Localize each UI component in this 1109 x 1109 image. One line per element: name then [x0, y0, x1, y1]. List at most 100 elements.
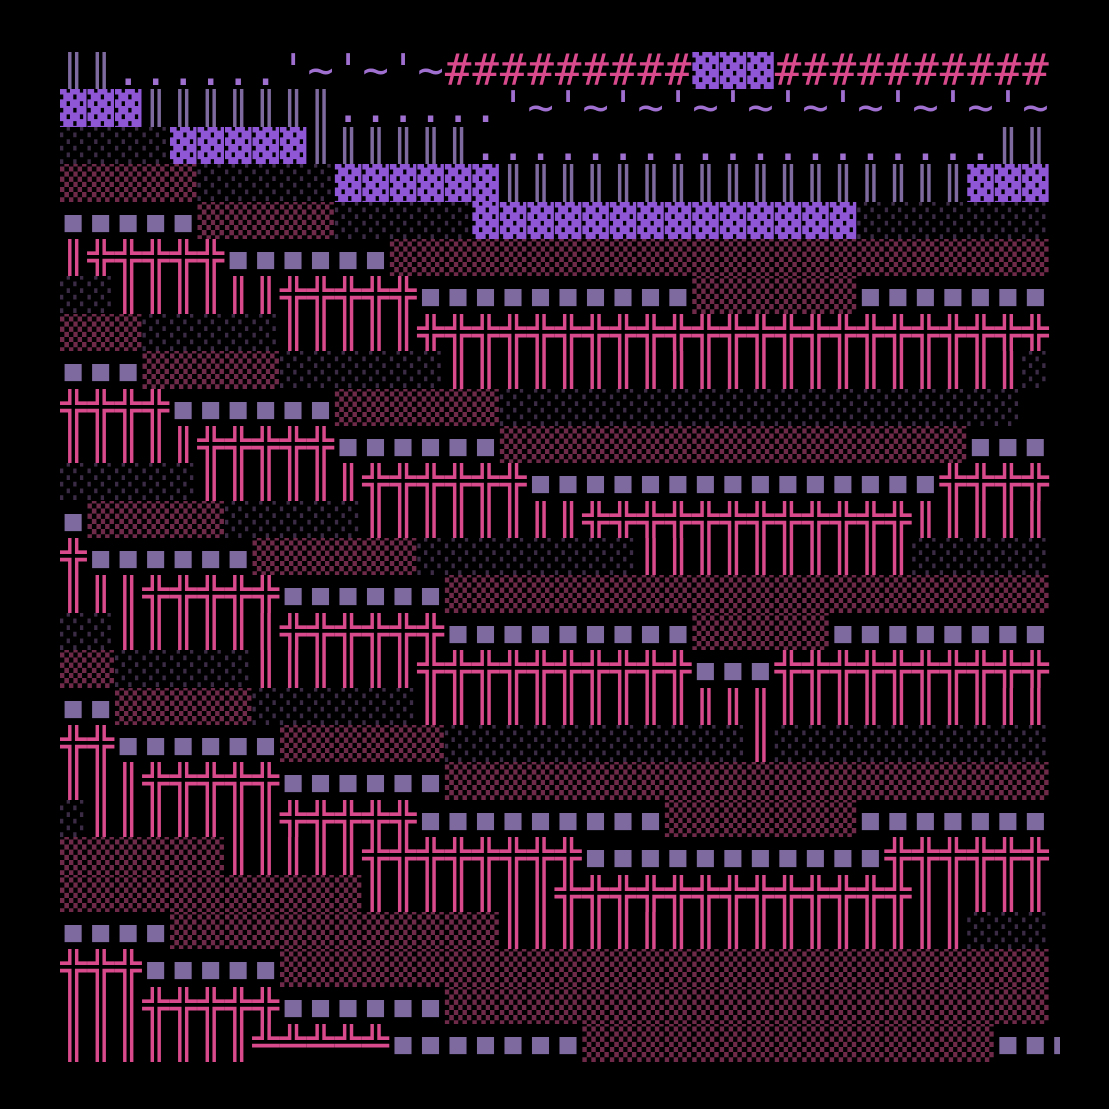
art-row: ░░░░▓▓▓▓▓║║║║║║...................║║ — [60, 127, 1060, 164]
glyph-run: ║║║║║ — [912, 500, 1050, 539]
glyph-run: ▪▪▪▪▪ — [60, 201, 198, 239]
glyph-run: ▪▪▪▪▪▪ — [114, 725, 280, 763]
glyph-run: ║║║║║║ — [307, 126, 473, 165]
glyph-run: ░░░░░ — [224, 500, 363, 539]
glyph-run: ░░ — [60, 612, 115, 651]
glyph-run: ▪▪ — [60, 687, 115, 726]
glyph-run: ▓▓▓▓▓▓▓▓▓▓▓▓▓▓ — [472, 201, 858, 239]
glyph-run: ░░░░░ — [60, 463, 198, 501]
glyph-run: ║║║ — [60, 762, 143, 800]
glyph-run: ▒▒▒▒▒ — [692, 612, 830, 651]
glyph-run: ...... — [114, 52, 280, 90]
art-row: ╬╬╬▪▪▪▪▪▒▒▒▒▒▒▒▒▒▒▒▒▒▒▒▒▒▒▒▒▒▒▒▒▒▒▒▒ — [60, 949, 1060, 986]
glyph-run: ░░░░░ — [142, 313, 280, 352]
glyph-run: ║║ — [994, 126, 1050, 165]
glyph-run: ▒▒▒▒▒▒ — [334, 388, 500, 426]
glyph-run: ╬╬╬╬╬ — [197, 425, 335, 464]
art-row: ░░░░░║║║║║║╬╬╬╬╬╬▪▪▪▪▪▪▪▪▪▪▪▪▪▪▪╬╬╬╬ — [60, 463, 1060, 500]
glyph-run: ▪▪▪ — [692, 650, 775, 688]
glyph-run: ║║║║║║║║║║║║║║║║║║║║║║║ — [417, 687, 1050, 726]
glyph-run: ╬╬╬╬╬╬ — [279, 612, 445, 651]
glyph-run: ╬╬╬╬╬╬ — [362, 463, 528, 501]
glyph-run: ▒▒▒▒▒▒ — [692, 276, 858, 314]
glyph-run: ░░░░░░░░ — [417, 538, 638, 576]
glyph-run: ▪▪▪▪▪ — [142, 949, 280, 987]
glyph-run: ▒▒▒▒▒▒ — [252, 538, 418, 576]
glyph-run: ▪▪▪▪▪▪▪▪ — [829, 612, 1050, 651]
glyph-run: ▪▪▪▪▪▪ — [169, 388, 335, 426]
glyph-run: ▒▒▒▒▒▒▒▒▒▒▒ — [60, 874, 363, 912]
glyph-run: ╩╩╩╩╩ — [252, 1024, 390, 1062]
glyph-run: ║ — [60, 238, 88, 277]
glyph-run: ║║║║║║║║ — [362, 500, 583, 539]
glyph-run: ║║║║║║ — [114, 612, 280, 651]
glyph-run: ▪▪▪▪▪▪▪▪▪▪▪▪▪▪▪ — [527, 463, 940, 501]
art-row: ░║║║║║║║╬╬╬╬╬▪▪▪▪▪▪▪▪▪▒▒▒▒▒▒▒▪▪▪▪▪▪▪ — [60, 800, 1060, 837]
glyph-run: ▒▒▒▒▒▒▒▒▒▒▒▒▒▒▒▒▒▒▒▒▒▒▒▒ — [389, 238, 1050, 277]
art-row: ║║║╬╬╬╬╬▪▪▪▪▪▪▒▒▒▒▒▒▒▒▒▒▒▒▒▒▒▒▒▒▒▒▒▒ — [60, 762, 1060, 799]
glyph-run: ▪▪▪▪▪▪ — [87, 538, 253, 576]
glyph-run: ░ — [60, 799, 88, 838]
glyph-run: ▓▓▓ — [692, 52, 775, 90]
glyph-run: ╬╬ — [60, 725, 115, 763]
glyph-run: ░░░░░░░ — [857, 201, 1050, 239]
art-row: ▒▒▒▒▒▒║║║║║╬╬╬╬╬╬╬╬▪▪▪▪▪▪▪▪▪▪▪╬╬╬╬╬╬ — [60, 837, 1060, 874]
glyph-run: ▪▪▪▪▪▪▪▪▪▪▪ — [582, 837, 885, 875]
art-row: ▒▒▒░░░░░║║║║║╬╬╬╬╬╬╬╬╬╬╬╬╬╬╬╬╬╬╬╬╬╬╬ — [60, 314, 1060, 351]
glyph-run: ║║║║║║║ — [87, 799, 280, 838]
glyph-run: ▒▒▒▒▒▒▒▒▒▒▒▒▒▒▒▒▒▒▒▒▒▒ — [444, 986, 1050, 1025]
glyph-run: ╬╬╬╬╬╬╬╬╬╬ — [417, 650, 693, 688]
glyph-run: ▒▒ — [60, 650, 115, 688]
glyph-run: ║║║║║║║ — [362, 874, 555, 912]
glyph-run: ║║║║║║║║║║║║║║║║║║║║║ — [444, 351, 1023, 389]
glyph-run: ║║║║║║║║║║║║║║║║║ — [499, 911, 968, 950]
art-row: ║║║╬╬╬╬╬▪▪▪▪▪▪▒▒▒▒▒▒▒▒▒▒▒▒▒▒▒▒▒▒▒▒▒▒ — [60, 987, 1060, 1024]
glyph-run: ▒▒▒ — [60, 313, 143, 352]
glyph-run: ▒▒▒▒▒▒▒▒▒▒▒▒▒▒▒▒▒▒▒▒▒▒ — [444, 762, 1050, 800]
glyph-run: ########## — [774, 52, 1050, 90]
glyph-run: ░░░ — [967, 911, 1050, 950]
glyph-run: ▒▒▒▒▒ — [142, 351, 280, 389]
glyph-run: ╬ — [60, 538, 88, 576]
glyph-run: ║║║║║ — [224, 837, 363, 875]
glyph-run: ║║ — [60, 52, 115, 90]
glyph-run: ║║║║║ — [60, 425, 198, 464]
art-row: ▪▪▪▪▒▒▒▒▒▒▒▒▒▒▒▒║║║║║║║║║║║║║║║║║░░░ — [60, 912, 1060, 949]
glyph-run: ║║║║║ — [279, 313, 418, 352]
glyph-run: ▒▒▒▒▒▒▒▒▒▒▒▒▒▒▒ — [582, 1024, 995, 1062]
glyph-run: ...... — [334, 89, 500, 127]
glyph-run: ▒▒▒▒▒ — [197, 201, 335, 239]
glyph-run: ▪▪▪▪▪▪ — [224, 238, 390, 277]
art-row: ▪▪▒▒▒▒▒░░░░░░║║║║║║║║║║║║║║║║║║║║║║║ — [60, 688, 1060, 725]
glyph-run: ║║║║║║║ — [60, 1024, 253, 1062]
art-row: ╬╬╬╬▪▪▪▪▪▪▒▒▒▒▒▒░░░░░░░░░░░░░░░░░░░ — [60, 389, 1060, 426]
glyph-run: ░░░░░ — [197, 164, 335, 202]
glyph-run: ▪▪▪▪▪▪ — [334, 425, 500, 464]
glyph-run: ║║║║║║║║║║║║║║║║║ — [499, 164, 968, 202]
glyph-run: ░ — [1022, 351, 1050, 389]
glyph-run: ╬╬╬╬╬ — [142, 575, 280, 613]
glyph-run: ######### — [444, 52, 693, 90]
glyph-run: ▒▒▒▒▒ — [114, 687, 253, 726]
glyph-run: ║║║║║║ — [252, 650, 418, 688]
glyph-run: ║║║║║║ — [197, 463, 363, 501]
glyph-run: ╬╬╬╬╬╬ — [884, 837, 1050, 875]
glyph-run: ▪▪▪▪ — [994, 1024, 1060, 1062]
glyph-run: ╬╬╬╬╬ — [279, 799, 418, 838]
glyph-run: ▪▪▪▪▪▪▪▪▪ — [444, 612, 693, 651]
ascii-art: ║║......'~'~'~#########▓▓▓########## ▓▓▓║… — [60, 52, 1060, 1062]
art-row: ╬▪▪▪▪▪▪▒▒▒▒▒▒░░░░░░░░║║║║║║║║║║░░░░░ — [60, 538, 1060, 575]
glyph-run: ░░░░ — [60, 126, 170, 165]
glyph-run: ╬╬╬╬╬╬╬╬ — [362, 837, 583, 875]
art-row: ▒▒░░░░░║║║║║║╬╬╬╬╬╬╬╬╬╬▪▪▪╬╬╬╬╬╬╬╬╬╬ — [60, 650, 1060, 687]
glyph-run: ░░░░░░░░░░░░░░░░░░░ — [499, 388, 1023, 426]
glyph-run: ▪▪▪▪▪▪ — [279, 575, 445, 613]
art-row: ▪▒▒▒▒▒░░░░░║║║║║║║║╬╬╬╬╬╬╬╬╬╬╬╬║║║║║ — [60, 501, 1060, 538]
glyph-run: ░░░░░ — [912, 538, 1050, 576]
glyph-run: ▒▒▒▒▒▒ — [279, 725, 445, 763]
glyph-run: ╬╬╬╬╬╬╬╬╬╬╬╬ — [582, 500, 913, 539]
glyph-run: ▪▪▪▪▪▪ — [279, 986, 445, 1025]
glyph-run: ░░ — [60, 276, 115, 314]
glyph-run: ░░░░░░ — [279, 351, 445, 389]
